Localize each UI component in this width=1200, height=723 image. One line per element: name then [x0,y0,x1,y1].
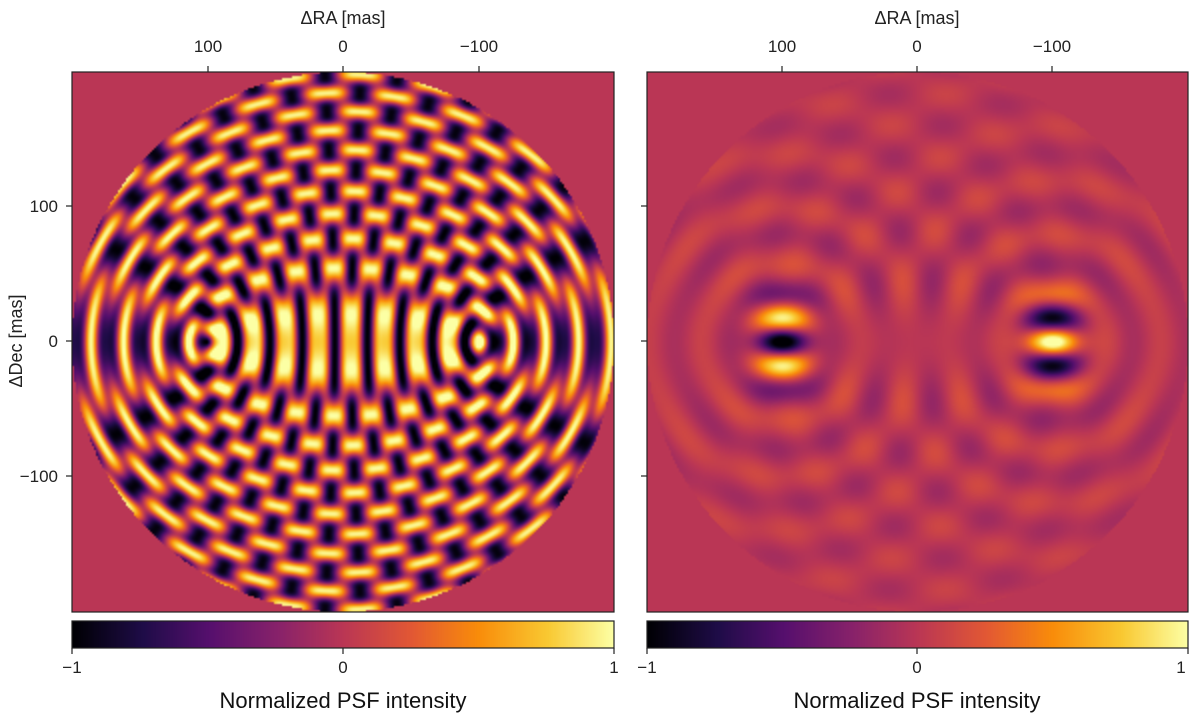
left-panel: 100 0 −100 ΔRA [mas] 100 0 −100 ΔDec [ma… [6,8,619,713]
left-xtick-label-100: 100 [194,37,222,56]
left-ytick-label-0: 0 [49,332,58,351]
left-xlabel: ΔRA [mas] [300,8,385,28]
right-colorbar-title: Normalized PSF intensity [794,688,1041,713]
right-xtick-label-minus100: −100 [1033,37,1071,56]
left-cbar-label-0: 0 [338,658,347,677]
right-panel: 100 0 −100 ΔRA [mas] −1 0 1 Normalized P… [637,8,1189,713]
right-psf-heatmap [647,72,1188,612]
left-colorbar [72,621,614,648]
right-xtick-label-0: 0 [912,37,921,56]
left-xtick-label-minus100: −100 [460,37,498,56]
left-cbar-label-minus1: −1 [62,658,81,677]
right-colorbar [647,621,1188,648]
left-xtick-label-0: 0 [338,37,347,56]
right-cbar-label-minus1: −1 [637,658,656,677]
left-ylabel: ΔDec [mas] [6,294,26,387]
left-ytick-label-100: 100 [30,197,58,216]
right-cbar-label-1: 1 [1176,658,1185,677]
right-xtick-label-100: 100 [768,37,796,56]
left-colorbar-title: Normalized PSF intensity [220,688,467,713]
right-cbar-label-0: 0 [912,658,921,677]
right-xlabel: ΔRA [mas] [874,8,959,28]
left-cbar-label-1: 1 [609,658,618,677]
left-psf-heatmap [72,72,614,612]
left-ytick-label-minus100: −100 [20,467,58,486]
